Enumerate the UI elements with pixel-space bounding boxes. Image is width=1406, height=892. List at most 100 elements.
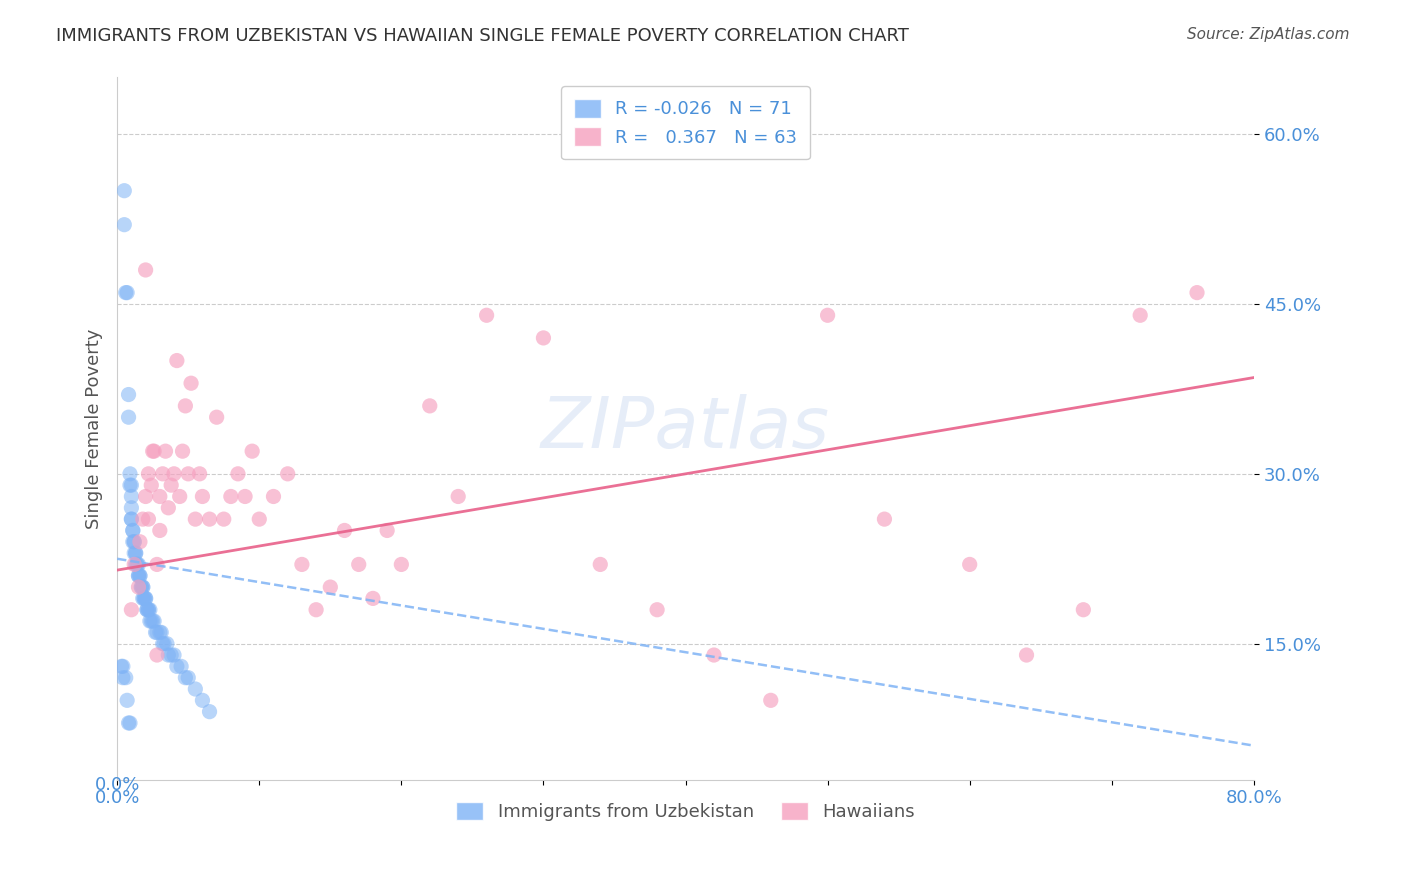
Point [111, 671, 134, 685]
Point [135, 591, 157, 606]
Point [205, 410, 228, 425]
Point [149, 490, 172, 504]
Point [155, 444, 177, 458]
Point [152, 637, 174, 651]
Point [291, 558, 314, 572]
Point [153, 637, 176, 651]
Point [129, 534, 152, 549]
Point [141, 614, 163, 628]
Point [143, 444, 166, 458]
Point [132, 580, 155, 594]
Point [128, 568, 150, 582]
Point [170, 659, 193, 673]
Point [1129, 308, 1152, 322]
Point [120, 500, 142, 515]
Point [120, 478, 142, 492]
Point [124, 546, 146, 560]
Point [247, 512, 270, 526]
Point [139, 603, 162, 617]
Point [1185, 285, 1208, 300]
Point [447, 490, 470, 504]
Point [128, 558, 150, 572]
Point [177, 671, 200, 685]
Point [169, 490, 191, 504]
Point [389, 558, 412, 572]
Point [177, 467, 200, 481]
Point [166, 353, 188, 368]
Point [184, 681, 207, 696]
Point [146, 648, 169, 662]
Point [1015, 648, 1038, 662]
Point [347, 558, 370, 572]
Point [959, 558, 981, 572]
Point [198, 705, 221, 719]
Point [117, 387, 139, 401]
Point [149, 625, 172, 640]
Point [138, 603, 160, 617]
Point [129, 568, 152, 582]
Point [120, 490, 142, 504]
Point [132, 580, 155, 594]
Point [145, 625, 167, 640]
Point [120, 512, 142, 526]
Point [114, 285, 136, 300]
Point [146, 558, 169, 572]
Point [146, 625, 169, 640]
Point [129, 568, 152, 582]
Point [122, 558, 145, 572]
Y-axis label: Single Female Poverty: Single Female Poverty [86, 328, 103, 529]
Point [124, 558, 146, 572]
Point [135, 490, 157, 504]
Point [333, 524, 356, 538]
Point [533, 331, 555, 345]
Point [125, 558, 148, 572]
Point [134, 591, 156, 606]
Point [226, 467, 249, 481]
Point [149, 524, 172, 538]
Point [143, 614, 166, 628]
Point [112, 218, 135, 232]
Point [219, 490, 242, 504]
Point [136, 603, 159, 617]
Point [174, 399, 197, 413]
Point [150, 625, 173, 640]
Point [138, 512, 160, 526]
Point [166, 659, 188, 673]
Point [118, 478, 141, 492]
Point [139, 614, 162, 628]
Point [188, 467, 211, 481]
Point [152, 467, 174, 481]
Point [163, 648, 186, 662]
Point [120, 512, 142, 526]
Point [118, 467, 141, 481]
Text: ZIPatlas: ZIPatlas [541, 394, 830, 463]
Point [114, 671, 136, 685]
Point [122, 546, 145, 560]
Point [191, 490, 214, 504]
Point [361, 591, 384, 606]
Point [160, 478, 183, 492]
Point [121, 534, 143, 549]
Point [419, 399, 441, 413]
Point [132, 512, 155, 526]
Point [117, 410, 139, 425]
Point [134, 591, 156, 606]
Point [135, 263, 157, 277]
Point [136, 603, 159, 617]
Point [375, 524, 398, 538]
Point [212, 512, 235, 526]
Point [131, 580, 153, 594]
Point [124, 546, 146, 560]
Point [128, 580, 150, 594]
Point [156, 637, 179, 651]
Point [817, 308, 839, 322]
Point [115, 693, 138, 707]
Point [142, 614, 165, 628]
Point [121, 524, 143, 538]
Point [135, 591, 157, 606]
Legend: Immigrants from Uzbekistan, Hawaiians: Immigrants from Uzbekistan, Hawaiians [443, 789, 928, 834]
Point [110, 659, 132, 673]
Point [1073, 603, 1095, 617]
Point [645, 603, 668, 617]
Point [305, 603, 328, 617]
